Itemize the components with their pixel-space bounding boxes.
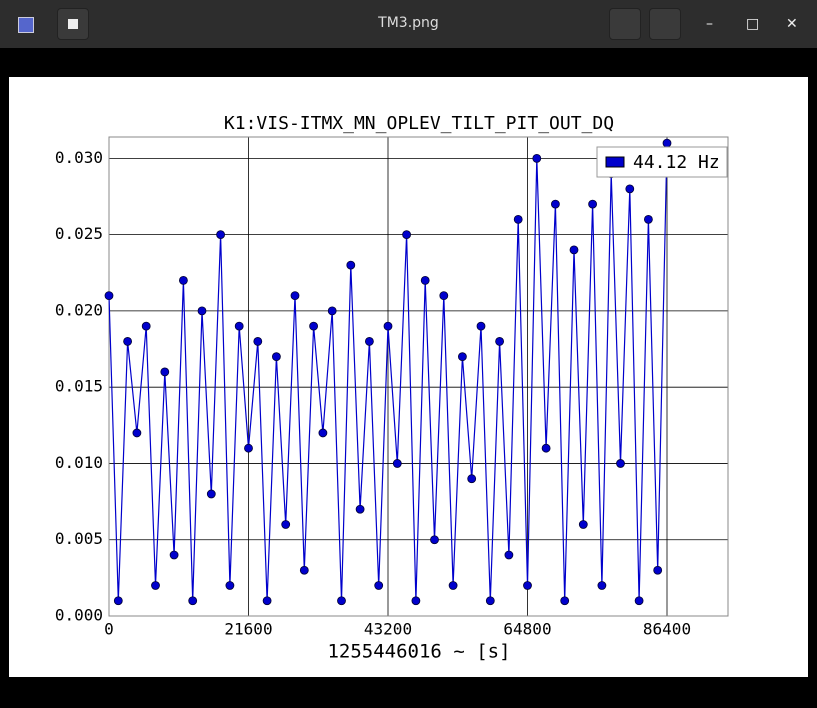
- legend-label: 44.12 Hz: [633, 152, 720, 173]
- data-marker: [485, 596, 495, 606]
- y-tick-label: 0.025: [55, 224, 103, 243]
- data-marker: [467, 474, 477, 484]
- data-marker: [448, 581, 458, 590]
- data-marker: [123, 337, 133, 346]
- data-marker: [411, 596, 421, 606]
- maximize-button[interactable]: □: [746, 16, 760, 32]
- x-axis-label: 1255446016 ~ [s]: [327, 641, 510, 663]
- data-marker: [141, 321, 151, 331]
- y-tick-label: 0.000: [55, 606, 103, 625]
- y-tick-label: 0.030: [55, 148, 103, 167]
- minimize-button[interactable]: –: [706, 16, 713, 32]
- data-marker: [616, 459, 625, 468]
- data-marker: [625, 184, 635, 194]
- data-marker: [179, 275, 188, 285]
- y-tick-label: 0.015: [55, 377, 103, 396]
- x-tick-label: 43200: [364, 620, 412, 639]
- data-marker: [597, 581, 607, 590]
- data-marker: [541, 443, 551, 453]
- data-marker: [588, 199, 598, 209]
- data-marker: [374, 581, 384, 590]
- data-marker: [495, 337, 505, 346]
- chart-title: K1:VIS-ITMX_MN_OPLEV_TILT_PIT_OUT_DQ: [224, 113, 614, 134]
- fullscreen-button[interactable]: [609, 8, 641, 40]
- data-marker: [132, 428, 142, 438]
- data-marker: [653, 565, 663, 575]
- data-marker: [160, 367, 170, 377]
- data-marker: [532, 153, 542, 163]
- data-marker: [346, 260, 356, 270]
- data-marker: [169, 550, 179, 560]
- close-button[interactable]: ✕: [786, 16, 798, 32]
- data-marker: [402, 230, 412, 240]
- data-marker: [420, 275, 430, 285]
- data-marker: [216, 230, 226, 240]
- data-marker: [551, 199, 560, 209]
- data-marker: [383, 321, 393, 331]
- data-marker: [569, 245, 579, 255]
- data-marker: [318, 428, 328, 438]
- data-marker: [262, 596, 272, 606]
- data-marker: [560, 596, 570, 606]
- data-marker: [113, 596, 123, 606]
- x-tick-label: 0: [104, 620, 114, 639]
- x-tick-label: 86400: [643, 620, 691, 639]
- data-marker: [504, 550, 514, 560]
- title-bar: TM3.png – □ ✕: [0, 0, 817, 48]
- image-view: K1:VIS-ITMX_MN_OPLEV_TILT_PIT_OUT_DQ 125…: [9, 77, 808, 677]
- data-marker: [430, 535, 439, 545]
- window-title: TM3.png: [378, 15, 439, 31]
- data-marker: [197, 306, 207, 316]
- data-marker: [578, 520, 588, 529]
- y-tick-label: 0.020: [55, 300, 103, 319]
- data-marker: [188, 596, 198, 606]
- chart: K1:VIS-ITMX_MN_OPLEV_TILT_PIT_OUT_DQ 125…: [55, 113, 729, 663]
- x-tick-label: 21600: [224, 620, 272, 639]
- data-marker: [299, 565, 309, 575]
- data-marker: [244, 443, 253, 453]
- data-marker: [272, 352, 281, 362]
- data-marker: [439, 291, 449, 301]
- data-marker: [206, 489, 216, 499]
- data-marker: [513, 214, 523, 224]
- data-marker: [327, 306, 337, 316]
- data-marker: [309, 321, 319, 331]
- data-marker: [290, 291, 300, 301]
- data-marker: [634, 596, 644, 606]
- legend-swatch: [605, 156, 625, 168]
- data-marker: [234, 321, 244, 331]
- data-marker: [458, 352, 467, 362]
- x-tick-label: 64800: [503, 620, 551, 639]
- app-icon[interactable]: [18, 17, 34, 33]
- new-button[interactable]: [57, 8, 89, 40]
- data-marker: [355, 504, 365, 514]
- data-marker: [662, 138, 672, 148]
- data-marker: [337, 596, 346, 606]
- data-marker: [253, 337, 263, 346]
- data-marker: [281, 520, 291, 529]
- y-tick-label: 0.010: [55, 453, 103, 472]
- data-marker: [523, 581, 532, 590]
- data-marker: [225, 581, 235, 590]
- menu-button[interactable]: [649, 8, 681, 40]
- data-marker: [476, 321, 486, 331]
- plot-frame: [108, 136, 729, 617]
- data-marker: [365, 337, 374, 346]
- y-tick-label: 0.005: [55, 529, 103, 548]
- data-marker: [151, 581, 160, 590]
- data-marker: [644, 214, 653, 224]
- data-marker: [104, 291, 114, 301]
- data-marker: [392, 459, 402, 468]
